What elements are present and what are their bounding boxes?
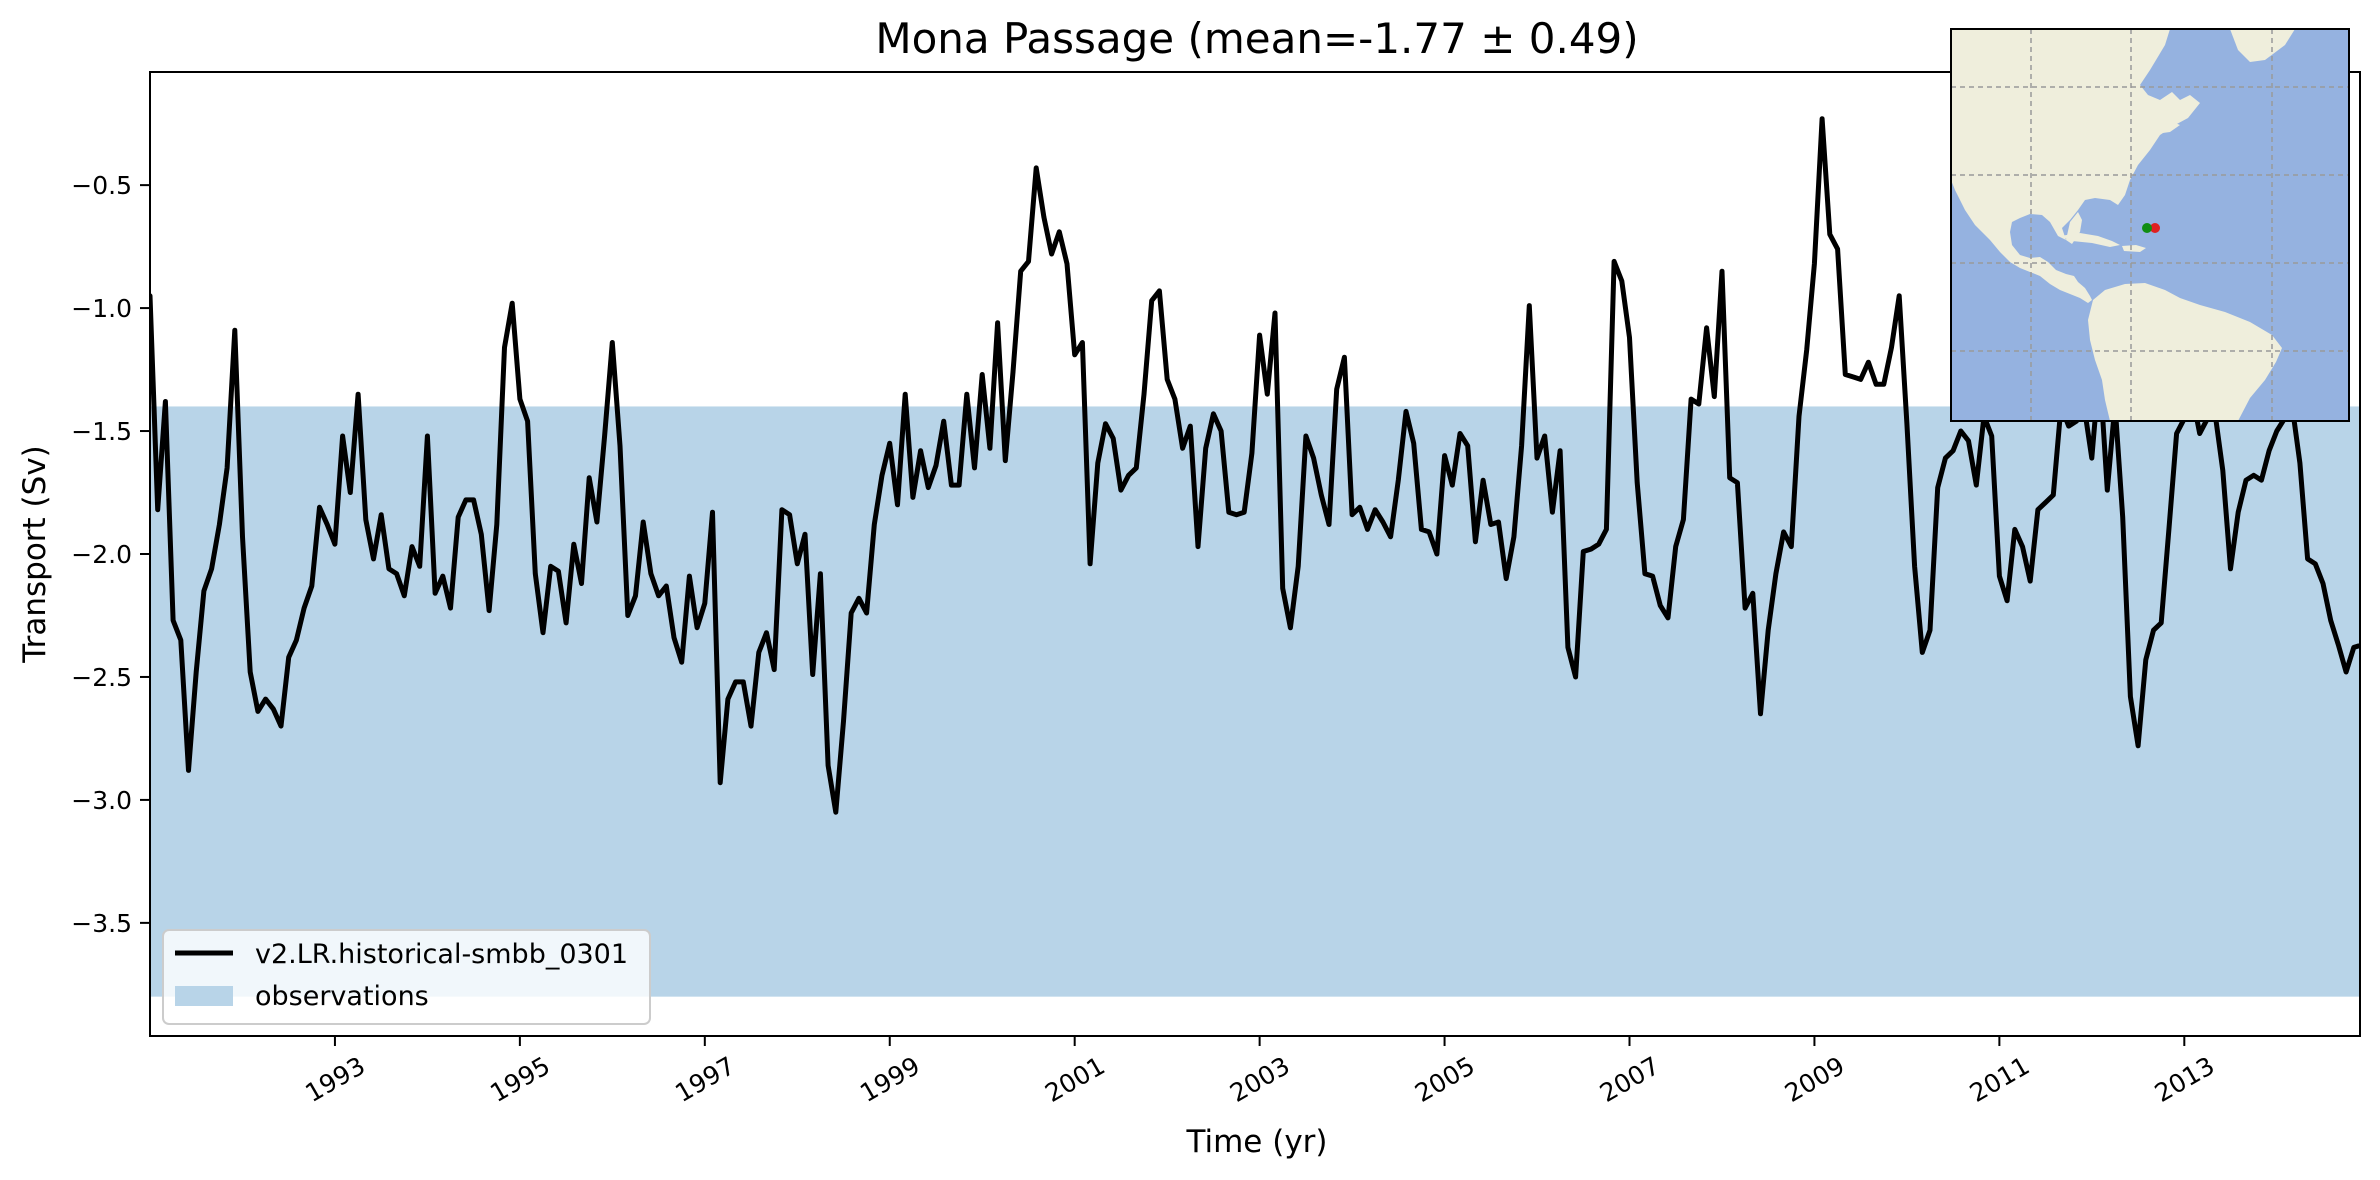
cuba-shape [2060, 233, 2120, 247]
y-tick-label: −0.5 [71, 171, 132, 200]
inset-map-gridlines [1951, 29, 2349, 421]
observations-band [150, 406, 2360, 997]
series-line-v2-lr-historical-smbb-0301 [150, 116, 2360, 815]
x-axis-label: Time (yr) [1186, 1124, 1328, 1160]
y-axis-label: Transport (Sv) [17, 445, 53, 664]
y-tick-label: −3.0 [71, 786, 132, 815]
y-tick-label: −2.0 [71, 540, 132, 569]
legend-label-observations: observations [255, 981, 429, 1012]
y-tick-label: −1.5 [71, 417, 132, 446]
legend-band-swatch [175, 986, 233, 1006]
chart-title: Mona Passage (mean=-1.77 ± 0.49) [875, 14, 1638, 63]
hispaniola-shape [2122, 245, 2146, 252]
y-tick-label: −3.5 [71, 909, 132, 938]
legend: v2.LR.historical-smbb_0301 observations [162, 929, 651, 1025]
inset-map [1950, 28, 2350, 422]
inset-map-land [1951, 29, 2295, 421]
greenland-shape [2230, 29, 2295, 62]
legend-box [162, 929, 651, 1025]
legend-label-series: v2.LR.historical-smbb_0301 [255, 939, 628, 970]
y-tick-label: −2.5 [71, 663, 132, 692]
section-start-point [2142, 223, 2152, 233]
nova-scotia-shape [2150, 120, 2180, 134]
section-end-point [2150, 223, 2160, 233]
north-america-shape [1951, 29, 2200, 303]
inset-map-frame [1950, 28, 2350, 422]
south-america-shape [2088, 283, 2282, 421]
y-axis-ticks: −0.5 −1.0 −1.5 −2.0 −2.5 −3.0 −3.5 [71, 171, 150, 938]
y-tick-label: −1.0 [71, 294, 132, 323]
